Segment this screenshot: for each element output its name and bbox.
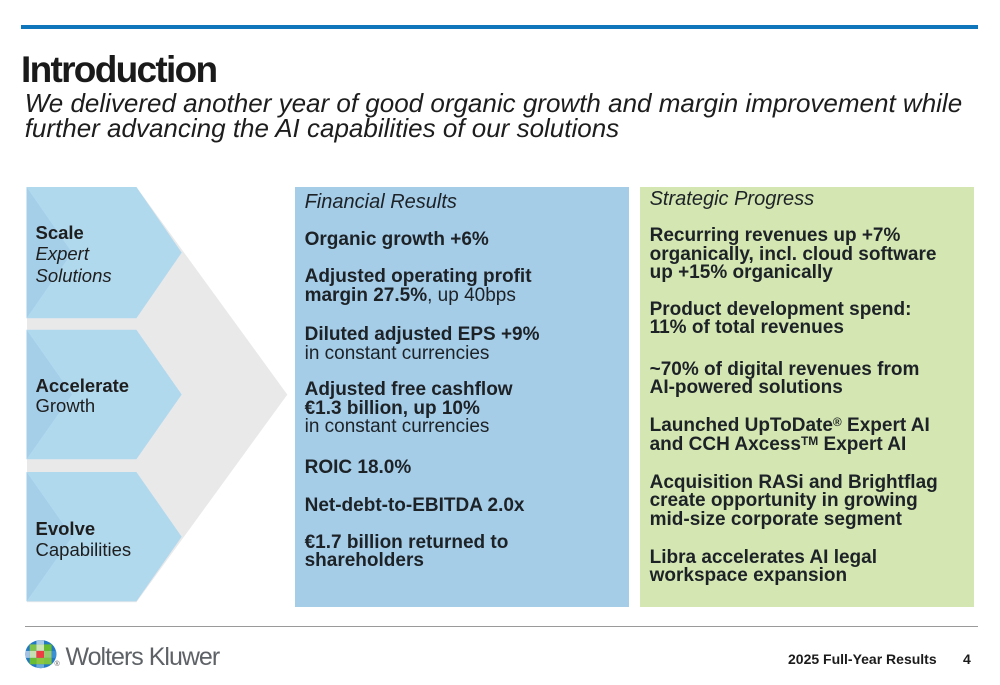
svg-text:®: ® <box>55 660 61 668</box>
